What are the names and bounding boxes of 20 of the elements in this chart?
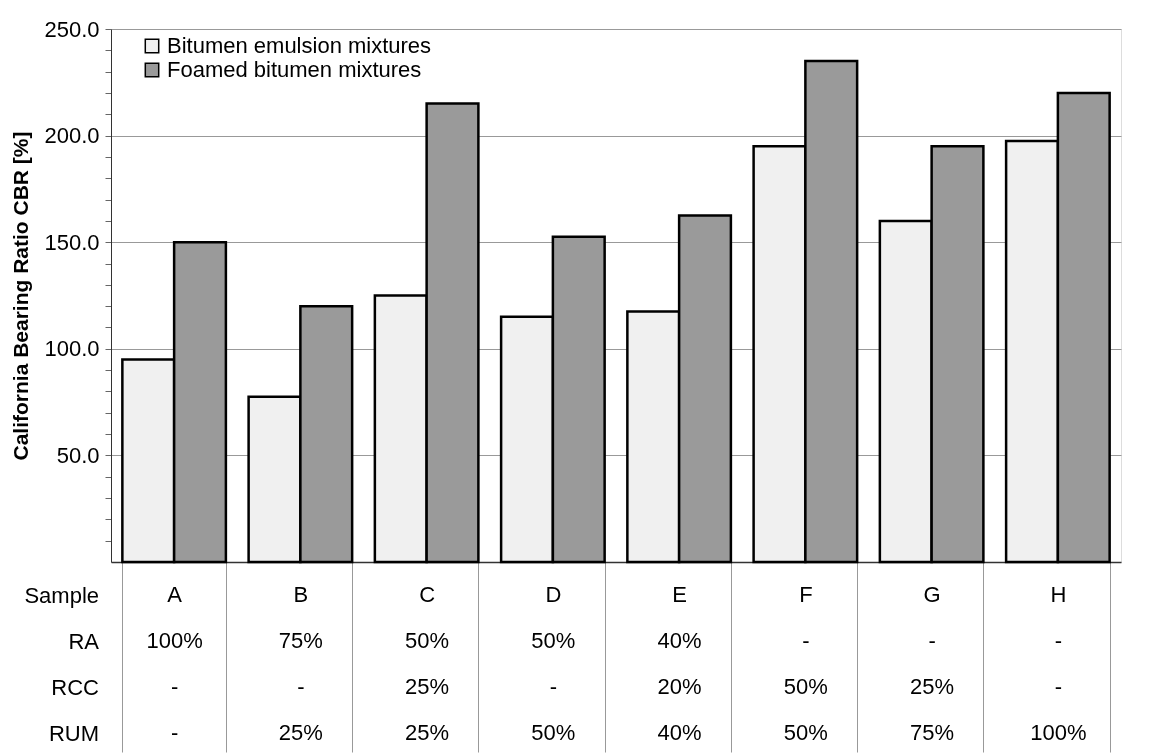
y-tick-label: 150.0 <box>44 229 100 255</box>
x-tick-label: G - 25% 75% <box>910 581 955 745</box>
y-tick-label: 250.0 <box>44 16 100 42</box>
x-tick-label: D 50% - 50% <box>531 581 576 745</box>
text: Sample <box>24 583 99 608</box>
text: RCC <box>51 675 100 700</box>
y-axis-title: California Bearing Ratio CBR [%] <box>9 131 33 461</box>
y-tick-label: 50.0 <box>56 442 100 468</box>
x-tick-label: F - 50% 50% <box>783 581 828 745</box>
x-tick-label: B 75% - 25% <box>278 581 323 745</box>
text: RA <box>68 629 100 654</box>
x-tick-label: E 40% 20% 40% <box>657 581 702 745</box>
x-tick-label: C 50% 25% 25% <box>405 581 450 745</box>
x-tick-label: A 100% - - <box>146 581 203 745</box>
text: RUM <box>48 721 99 746</box>
y-tick-label: 100.0 <box>44 336 100 362</box>
y-tick-label: 200.0 <box>44 123 100 149</box>
x-tick-label: H - - 100% <box>1030 581 1087 745</box>
legend-label: Bitumen emulsion mixtures <box>167 33 432 58</box>
legend-label: Foamed bitumen mixtures <box>167 57 422 82</box>
